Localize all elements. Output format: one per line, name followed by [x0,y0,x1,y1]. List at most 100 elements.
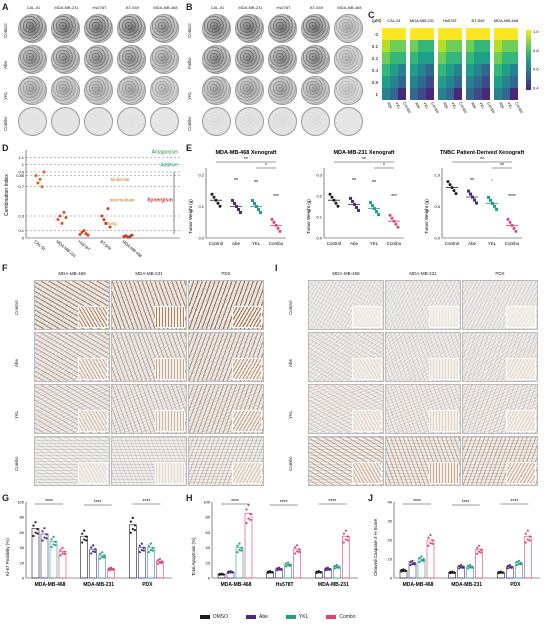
data-point [333,564,336,568]
culture-dish [51,76,80,105]
data-point [453,571,456,574]
ihc-inset [506,462,536,484]
heatmap-cell [426,40,434,52]
tumor-point [489,198,492,202]
colorbar [526,30,531,90]
ihc-inset [232,462,262,484]
culture-dish [84,14,113,43]
data-point [429,533,432,537]
heatmap-drug-label: Abe [498,102,505,110]
data-point [342,541,345,544]
ihc-inset [155,358,185,380]
bar [235,547,244,579]
panel-f-ihc-ki67: MDA-MB-468 MDA-MB-231 PDX Control Abe YKL Comb… [0,262,274,490]
culture-dish [235,107,264,136]
row-label: YKL [14,410,19,419]
ihc-inset [232,410,262,432]
heatmap-cell [454,40,462,52]
heatmap-drug-label: Combo [402,102,412,115]
data-point [458,564,461,568]
tumor-point [328,192,332,196]
heatmap-cell [502,76,510,88]
data-point [108,569,111,572]
data-point [478,550,481,553]
data-point [54,540,57,543]
row-label: Combo [288,456,293,471]
ihc-micrograph [188,332,264,382]
legend-swatch [200,615,210,619]
culture-dish [150,76,179,105]
panel-h-apoptosis-bars: 0 20 40 60 80 100 Total Apoptosis (%) MDA-MB-46… [191,499,358,588]
tumor-point [454,192,458,196]
heatmap-drug-label: Abe [442,102,449,110]
culture-dish [84,45,113,74]
bar [244,513,253,579]
y-tick-label: 0.7 [18,184,24,189]
y-tick-label: 40 [388,500,393,505]
data-point [129,531,132,534]
x-tick-label: MDA-MB-231 [83,582,114,588]
column-label: MDA-MB-468 [332,271,360,276]
data-point [460,564,463,567]
culture-dish [150,14,179,43]
ihc-micrograph [34,384,110,434]
heatmap-cell [482,40,490,52]
ihc-micrograph [462,280,538,330]
data-point [52,535,55,538]
data-point [54,544,57,547]
y-tick-label: 0.9 [18,170,24,175]
x-tick-label: YKL [252,241,261,246]
heatmap-cell [454,64,462,76]
ihc-inset [155,306,185,328]
data-point [36,527,39,531]
heatmap-cell [494,76,502,88]
heatmap-drug-label: Combo [430,102,440,115]
heatmap-cell [502,52,510,64]
legend-label: Combo [339,614,356,620]
data-point [319,571,322,574]
tumor-point [473,198,476,202]
ci-point [38,177,42,181]
sig-label: ** [362,157,366,163]
heatmap-cell [494,52,502,64]
data-point [85,535,88,538]
heatmap-drug-label: Abe [470,102,477,110]
sig-label: **** [45,499,53,505]
data-point [160,560,163,563]
ci-point [36,181,40,185]
bar [49,541,58,579]
x-tick-label: Hs578T [276,582,294,588]
tumor-point [495,207,498,211]
sig-label: ns [254,178,258,183]
ihc-inset [78,306,108,328]
tumor-point [257,208,260,211]
chart-title: MDA-MB-468 Xenograft [215,150,276,156]
culture-dish [150,45,179,74]
data-point [101,555,104,559]
data-point [411,562,414,566]
data-point [499,570,502,573]
data-point [411,559,414,562]
sig-label: ns [234,176,238,181]
data-point [296,544,299,547]
culture-dish [301,107,330,136]
y-tick-label: 0.1 [316,215,322,220]
ci-point [108,225,112,229]
heatmap-cell [466,76,474,88]
heatmap-cell [390,52,398,64]
data-point [59,548,62,551]
tumor-point [448,183,452,187]
culture-dish [202,76,231,105]
data-point [32,524,35,527]
y-axis-label: Cleaved Caspase-3 H-Score [373,518,378,576]
data-point [420,559,423,562]
colorbar-tick: 0.4 [533,85,539,90]
tumor-point [514,229,518,233]
ihc-micrograph [34,436,110,486]
heatmap-cell [410,40,418,52]
heatmap-cell [438,76,446,88]
data-point [133,529,136,532]
heatmap-cell [510,88,518,100]
bar [58,551,67,579]
bar [31,528,40,579]
